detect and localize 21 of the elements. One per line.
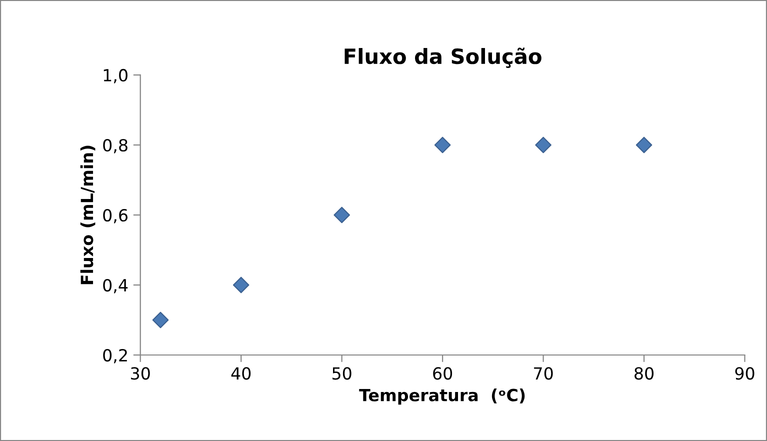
point (434, 136, 451, 154)
x-tick-label: 60 (433, 367, 452, 380)
point (232, 276, 250, 294)
point (535, 136, 552, 154)
chart-title: Fluxo da Solução (344, 48, 542, 68)
x-tick-label: 30 (131, 367, 150, 380)
x-tick-label: 50 (332, 367, 352, 380)
y-tick-label: 0,6 (103, 208, 128, 224)
x-axis-title: Temperatura (ᵒC) (359, 388, 525, 405)
y-tick-label: 0,4 (103, 278, 128, 294)
y-tick-label: 0,8 (103, 138, 128, 154)
x-tick-label: 80 (634, 367, 654, 380)
x-tick-label: 40 (231, 367, 251, 380)
y-axis-title: Fluxo (mL/min) (80, 146, 96, 284)
y-tick-label: 0,2 (103, 348, 127, 364)
point (636, 136, 652, 154)
x-tick-label: 70 (534, 367, 553, 380)
x-tick-label: 90 (735, 367, 754, 380)
point (334, 206, 350, 224)
point (152, 312, 169, 328)
y-tick-label: 1,0 (104, 68, 128, 84)
